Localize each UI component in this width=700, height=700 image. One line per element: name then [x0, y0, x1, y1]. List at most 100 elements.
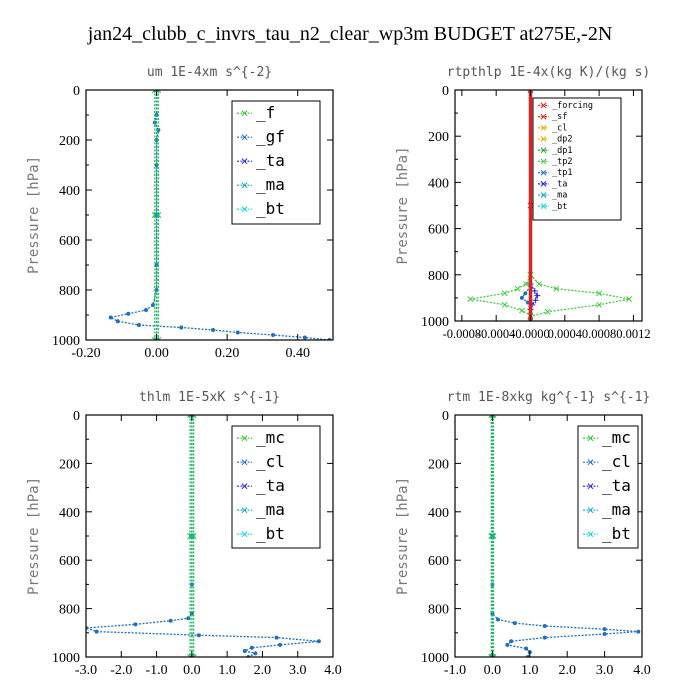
- data-point: [241, 134, 248, 141]
- y-tick-label: 0: [442, 409, 449, 424]
- chart-panel-rtpthlp: rtpthlp 1E-4x(kg K)/(kg s) Pressure [hPa]…: [395, 65, 651, 341]
- y-tick-label: 800: [428, 269, 449, 284]
- data-point: [531, 287, 538, 294]
- y-tick-label: 1000: [52, 334, 80, 349]
- y-tick-label: 1000: [421, 315, 449, 330]
- y-axis-label: Pressure [hPa]: [26, 156, 42, 274]
- y-axis-label: Pressure [hPa]: [395, 146, 411, 264]
- data-point: [509, 639, 514, 644]
- data-point: [253, 651, 258, 656]
- x-tick-label: 0.40: [285, 346, 310, 361]
- data-point: [540, 102, 547, 109]
- legend-label: _cl: [552, 123, 567, 133]
- data-point: [241, 507, 248, 514]
- data-point: [540, 113, 547, 120]
- legend-label: _tp2: [552, 157, 572, 167]
- legend-box: [231, 425, 321, 549]
- y-tick-label: 1000: [421, 651, 449, 666]
- data-point: [523, 281, 530, 287]
- data-point: [241, 483, 248, 490]
- y-tick-label: 800: [59, 603, 80, 618]
- data-point: [501, 301, 508, 308]
- chart-panel-um: um 1E-4xm s^{-2} Pressure [hPa] 0 200 400 600…: [26, 65, 334, 361]
- legend-label: _sf: [552, 112, 567, 122]
- data-point: [501, 290, 508, 297]
- legend-label: _bt: [256, 199, 285, 218]
- data-point: [587, 531, 594, 538]
- data-point: [153, 337, 160, 340]
- series-group: [86, 415, 321, 657]
- y-tick-label: 400: [428, 176, 449, 191]
- data-point: [544, 308, 551, 315]
- data-point: [527, 90, 534, 93]
- data-point: [527, 202, 534, 209]
- data-point: [196, 633, 201, 638]
- data-point: [587, 435, 594, 442]
- series-line: [529, 274, 630, 321]
- data-point: [596, 301, 603, 308]
- legend-label: _mc: [256, 428, 285, 447]
- x-tick-label: 0.0: [183, 663, 201, 678]
- data-point: [151, 303, 156, 307]
- data-point: [626, 296, 633, 303]
- data-point: [587, 507, 594, 514]
- data-point: [518, 307, 525, 314]
- data-point: [540, 192, 547, 199]
- data-point: [143, 308, 148, 312]
- data-point: [587, 483, 594, 490]
- y-tick-label: 0: [442, 84, 449, 99]
- data-point: [519, 295, 524, 300]
- data-point: [540, 169, 547, 176]
- data-point: [278, 642, 283, 647]
- legend: _f _gf _ta _ma _bt: [231, 100, 321, 225]
- data-point: [242, 648, 247, 653]
- x-tick-label: -1.0: [145, 663, 167, 678]
- data-point: [553, 285, 560, 292]
- data-point: [505, 642, 510, 647]
- data-point: [136, 323, 141, 327]
- data-point: [168, 618, 173, 623]
- data-point: [489, 654, 496, 657]
- data-point: [540, 203, 547, 210]
- data-point: [241, 206, 248, 213]
- data-point: [512, 621, 517, 626]
- legend-label: _cl: [256, 452, 285, 471]
- y-axis-label: Pressure [hPa]: [26, 477, 42, 595]
- x-tick-label: 3.0: [596, 663, 614, 678]
- legend-label: _ta: [256, 476, 285, 495]
- legend-label: _f: [256, 103, 275, 122]
- data-point: [115, 319, 120, 324]
- x-tick-label: 0.0: [484, 663, 502, 678]
- data-point: [179, 325, 184, 330]
- x-tick-label: 0.0012: [616, 327, 650, 341]
- data-point: [302, 335, 307, 340]
- data-point: [189, 611, 194, 616]
- x-tick-label: 4.0: [324, 663, 342, 678]
- data-point: [241, 182, 248, 189]
- legend-label: _ta: [552, 179, 567, 189]
- data-point: [186, 616, 191, 621]
- data-point: [540, 158, 547, 165]
- series-line: [470, 90, 532, 321]
- legend-label: _cl: [602, 452, 631, 471]
- y-tick-label: 0: [73, 409, 80, 424]
- legend-label: _forcing: [552, 101, 593, 111]
- y-tick-label: 200: [428, 457, 449, 472]
- data-point: [532, 297, 539, 304]
- data-point: [540, 180, 547, 187]
- data-point: [488, 654, 495, 657]
- legend-box: [577, 425, 639, 549]
- y-tick-label: 1000: [52, 651, 80, 666]
- data-point: [108, 315, 113, 320]
- legend-box: [231, 100, 321, 225]
- legend-label: _bt: [256, 524, 285, 543]
- data-point: [540, 124, 547, 131]
- data-point: [489, 533, 496, 539]
- x-tick-label: 1.0: [218, 663, 236, 678]
- legend-label: _bt: [602, 524, 631, 543]
- data-point: [490, 654, 497, 657]
- data-point: [274, 635, 279, 640]
- data-point: [523, 291, 528, 296]
- legend-label: _ma: [552, 191, 567, 201]
